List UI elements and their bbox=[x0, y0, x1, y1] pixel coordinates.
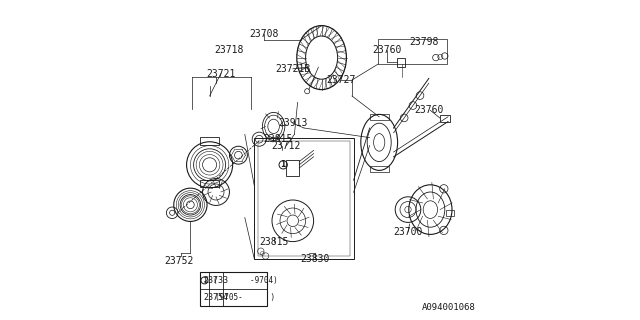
Text: 23815: 23815 bbox=[259, 236, 288, 247]
Text: 1: 1 bbox=[202, 277, 207, 284]
Bar bbox=[370, 166, 389, 172]
Text: 23760: 23760 bbox=[372, 44, 402, 55]
Bar bbox=[378, 39, 447, 64]
Text: 23752: 23752 bbox=[164, 256, 194, 266]
Bar bbox=[447, 210, 454, 216]
Text: 1: 1 bbox=[280, 160, 286, 169]
Text: 23727: 23727 bbox=[326, 75, 355, 85]
Bar bbox=[254, 138, 353, 259]
Text: 23830: 23830 bbox=[301, 254, 330, 264]
Text: A094001068: A094001068 bbox=[422, 303, 475, 312]
Text: 23733: 23733 bbox=[204, 276, 228, 285]
Bar bbox=[397, 58, 406, 67]
Text: 23718: 23718 bbox=[214, 44, 243, 55]
Text: 23721: 23721 bbox=[206, 68, 236, 79]
Text: 23798: 23798 bbox=[410, 36, 438, 47]
Bar bbox=[200, 272, 268, 306]
Text: (       -9704): ( -9704) bbox=[212, 276, 278, 285]
Text: 23708: 23708 bbox=[250, 28, 278, 39]
Text: 23721B: 23721B bbox=[275, 64, 310, 74]
Bar bbox=[440, 115, 450, 122]
Text: 23712: 23712 bbox=[272, 140, 301, 151]
Text: 23760: 23760 bbox=[414, 105, 444, 116]
Bar bbox=[370, 114, 389, 120]
Text: 23700: 23700 bbox=[394, 227, 422, 237]
Text: 23815: 23815 bbox=[264, 134, 293, 144]
Bar bbox=[200, 137, 219, 145]
Bar bbox=[287, 160, 300, 176]
Text: 23913: 23913 bbox=[278, 118, 307, 128]
Text: 23754: 23754 bbox=[204, 293, 228, 302]
Bar bbox=[258, 141, 351, 256]
Text: (9705-      ): (9705- ) bbox=[215, 293, 275, 302]
Bar bbox=[200, 180, 219, 187]
